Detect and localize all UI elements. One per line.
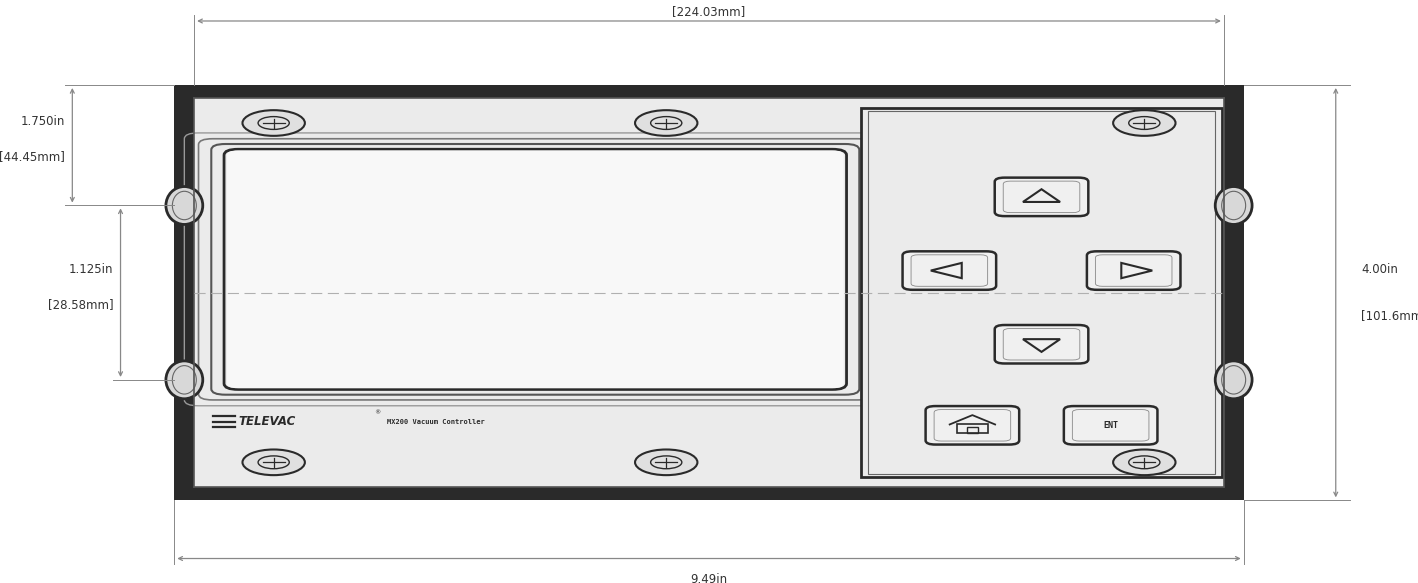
Text: 1.125in: 1.125in xyxy=(69,263,113,276)
Text: [28.58mm]: [28.58mm] xyxy=(48,298,113,311)
FancyBboxPatch shape xyxy=(994,325,1088,363)
Circle shape xyxy=(1113,449,1176,475)
FancyBboxPatch shape xyxy=(861,108,1222,477)
Text: TELEVAC: TELEVAC xyxy=(238,415,295,428)
FancyBboxPatch shape xyxy=(174,85,194,500)
Ellipse shape xyxy=(166,361,203,399)
FancyBboxPatch shape xyxy=(1086,251,1180,290)
Text: [44.45mm]: [44.45mm] xyxy=(0,150,65,163)
FancyBboxPatch shape xyxy=(1064,406,1157,445)
Text: MX200 Vacuum Controller: MX200 Vacuum Controller xyxy=(387,419,485,424)
Text: ®: ® xyxy=(374,410,380,415)
FancyBboxPatch shape xyxy=(174,85,1244,98)
FancyBboxPatch shape xyxy=(174,85,1244,500)
Ellipse shape xyxy=(166,187,203,224)
Ellipse shape xyxy=(1215,187,1252,224)
Circle shape xyxy=(1113,110,1176,136)
FancyBboxPatch shape xyxy=(926,406,1020,445)
FancyBboxPatch shape xyxy=(1224,85,1244,500)
Text: 1.750in: 1.750in xyxy=(21,115,65,128)
Text: [224.03mm]: [224.03mm] xyxy=(672,5,746,18)
Circle shape xyxy=(242,110,305,136)
Circle shape xyxy=(635,449,698,475)
FancyBboxPatch shape xyxy=(174,487,1244,500)
FancyBboxPatch shape xyxy=(227,150,844,388)
Text: 4.00in: 4.00in xyxy=(1361,263,1398,276)
Text: [101.6mm]: [101.6mm] xyxy=(1361,310,1418,322)
Text: ENT: ENT xyxy=(1103,421,1119,430)
FancyBboxPatch shape xyxy=(994,178,1088,216)
FancyBboxPatch shape xyxy=(902,251,995,290)
Text: 9.49in: 9.49in xyxy=(691,573,727,583)
Circle shape xyxy=(242,449,305,475)
Ellipse shape xyxy=(1215,361,1252,399)
Circle shape xyxy=(635,110,698,136)
